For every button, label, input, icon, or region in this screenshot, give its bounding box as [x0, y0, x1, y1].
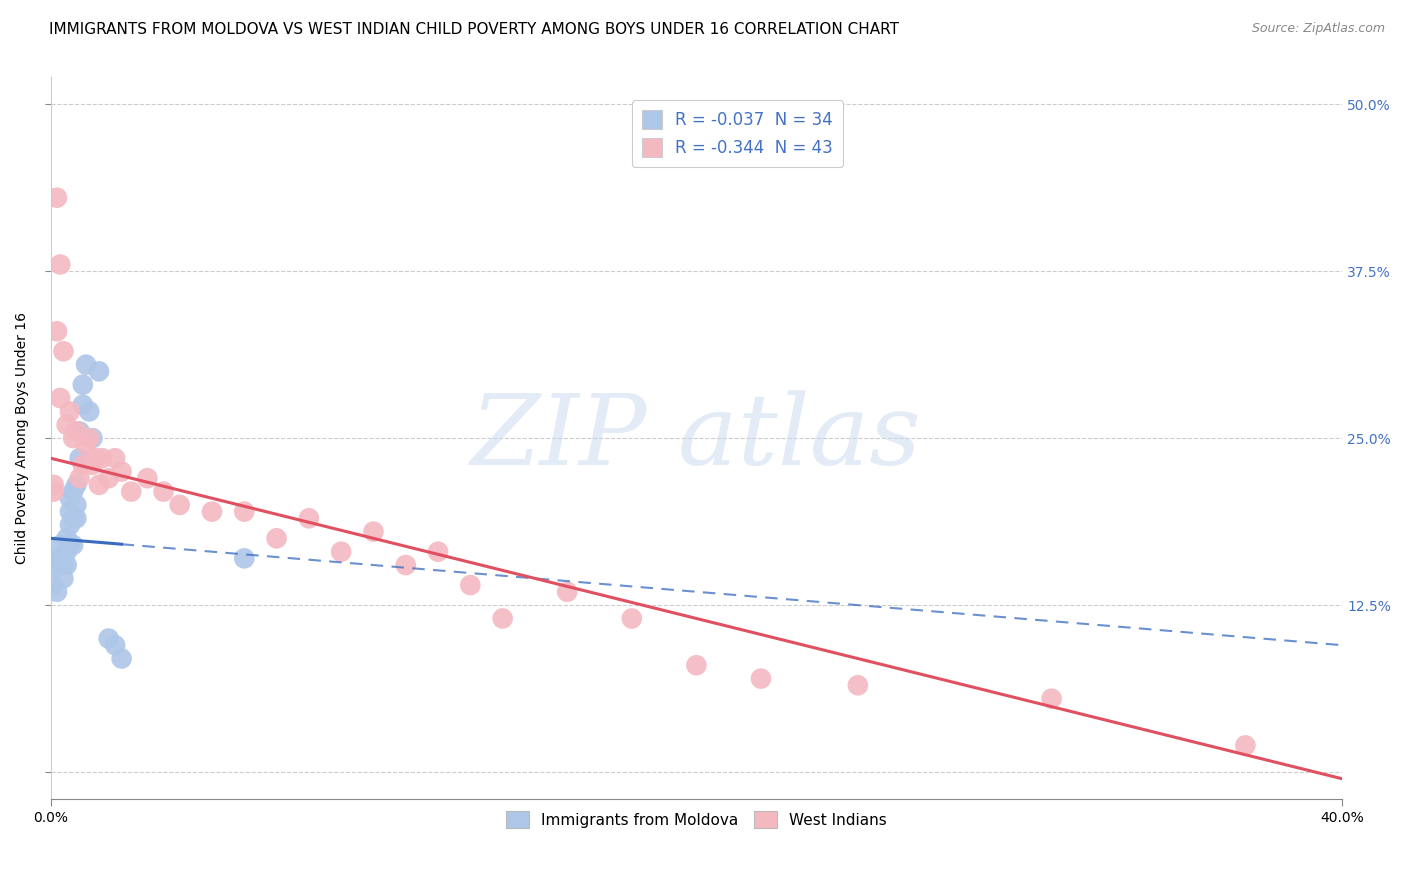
- Point: [65, 425, 87, 439]
- Point: [82, 431, 104, 445]
- Point: [52, 344, 75, 359]
- Legend: Immigrants from Moldova, West Indians: Immigrants from Moldova, West Indians: [501, 805, 893, 835]
- Point: [69, 451, 91, 466]
- Point: [82, 458, 104, 472]
- Point: [87, 478, 110, 492]
- Point: [42, 558, 65, 572]
- Point: [52, 571, 75, 585]
- Point: [59, 518, 82, 533]
- Y-axis label: Child Poverty Among Boys Under 16: Child Poverty Among Boys Under 16: [15, 312, 30, 564]
- Point: [104, 451, 127, 466]
- Point: [87, 364, 110, 378]
- Point: [75, 358, 97, 372]
- Point: [59, 404, 82, 418]
- Point: [59, 538, 82, 552]
- Point: [49, 551, 72, 566]
- Point: [42, 478, 65, 492]
- Point: [72, 458, 94, 472]
- Point: [169, 498, 191, 512]
- Point: [42, 578, 65, 592]
- Point: [233, 551, 256, 566]
- Point: [52, 558, 75, 572]
- Text: Source: ZipAtlas.com: Source: ZipAtlas.com: [1251, 22, 1385, 36]
- Point: [846, 678, 869, 692]
- Point: [136, 471, 159, 485]
- Point: [65, 478, 87, 492]
- Point: [233, 505, 256, 519]
- Point: [69, 471, 91, 485]
- Point: [363, 524, 385, 539]
- Point: [49, 257, 72, 271]
- Point: [685, 658, 707, 673]
- Point: [55, 558, 77, 572]
- Point: [120, 484, 142, 499]
- Point: [1234, 739, 1257, 753]
- Point: [55, 532, 77, 546]
- Point: [427, 544, 450, 558]
- Text: IMMIGRANTS FROM MOLDOVA VS WEST INDIAN CHILD POVERTY AMONG BOYS UNDER 16 CORRELA: IMMIGRANTS FROM MOLDOVA VS WEST INDIAN C…: [49, 22, 900, 37]
- Point: [49, 538, 72, 552]
- Point: [330, 544, 353, 558]
- Point: [620, 611, 643, 625]
- Point: [110, 465, 132, 479]
- Point: [42, 484, 65, 499]
- Point: [59, 505, 82, 519]
- Point: [77, 404, 100, 418]
- Point: [62, 511, 84, 525]
- Point: [91, 451, 114, 466]
- Point: [104, 638, 127, 652]
- Point: [69, 425, 91, 439]
- Point: [65, 498, 87, 512]
- Point: [59, 491, 82, 506]
- Point: [201, 505, 224, 519]
- Point: [1040, 691, 1063, 706]
- Point: [46, 551, 69, 566]
- Point: [110, 651, 132, 665]
- Point: [65, 511, 87, 525]
- Point: [46, 584, 69, 599]
- Text: ZIP atlas: ZIP atlas: [471, 391, 922, 486]
- Point: [460, 578, 482, 592]
- Point: [62, 484, 84, 499]
- Point: [395, 558, 418, 572]
- Point: [97, 471, 120, 485]
- Point: [152, 484, 174, 499]
- Point: [266, 532, 288, 546]
- Point: [77, 431, 100, 445]
- Point: [49, 391, 72, 405]
- Point: [46, 191, 69, 205]
- Point: [75, 438, 97, 452]
- Point: [55, 544, 77, 558]
- Point: [555, 584, 578, 599]
- Point: [749, 672, 772, 686]
- Point: [55, 417, 77, 432]
- Point: [97, 632, 120, 646]
- Point: [298, 511, 321, 525]
- Point: [72, 377, 94, 392]
- Point: [62, 431, 84, 445]
- Point: [491, 611, 513, 625]
- Point: [46, 324, 69, 338]
- Point: [72, 398, 94, 412]
- Point: [84, 451, 107, 466]
- Point: [49, 558, 72, 572]
- Point: [62, 538, 84, 552]
